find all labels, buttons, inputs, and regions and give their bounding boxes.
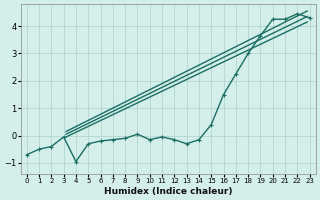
X-axis label: Humidex (Indice chaleur): Humidex (Indice chaleur)	[104, 187, 232, 196]
